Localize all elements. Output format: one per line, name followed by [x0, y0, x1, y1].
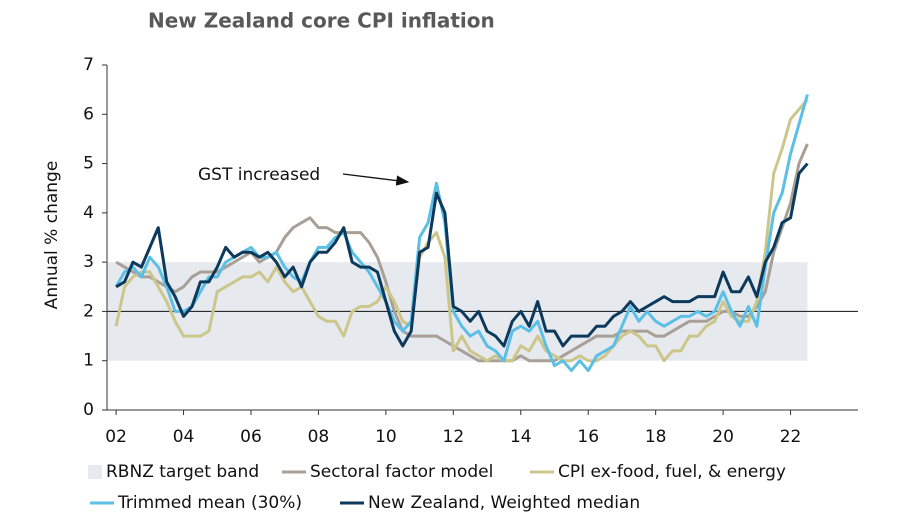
annotation-arrow: [342, 173, 410, 186]
y-tick-label: 6: [83, 104, 94, 124]
series-line: [115, 143, 809, 363]
legend-label: Trimmed mean (30%): [117, 493, 302, 513]
y-tick-label: 5: [83, 154, 94, 174]
x-tick-label: 22: [780, 427, 802, 447]
x-tick-label: 10: [375, 427, 397, 447]
y-tick-label: 1: [83, 351, 94, 371]
y-tick-label: 2: [83, 301, 94, 321]
x-tick-label: 18: [645, 427, 667, 447]
x-tick-label: 06: [240, 427, 262, 447]
x-tick-label: 12: [443, 427, 465, 447]
legend-label: New Zealand, Weighted median: [368, 493, 640, 513]
x-tick-label: 04: [173, 427, 195, 447]
chart-title: New Zealand core CPI inflation: [148, 9, 495, 33]
series-line: [114, 98, 809, 363]
y-axis-label: Annual % change: [42, 161, 62, 310]
legend-label: Sectoral factor model: [310, 462, 493, 482]
series-line: [114, 94, 809, 373]
y-tick-label: 4: [83, 203, 94, 223]
x-tick-label: 20: [712, 427, 734, 447]
y-tick-label: 3: [83, 252, 94, 272]
legend-label: CPI ex-food, fuel, & energy: [558, 462, 786, 482]
x-tick-label: 16: [577, 427, 599, 447]
x-tick-label: 02: [105, 427, 127, 447]
x-tick-label: 14: [510, 427, 532, 447]
x-tick-label: 08: [308, 427, 330, 447]
legend-label: RBNZ target band: [106, 462, 259, 482]
series-line: [115, 162, 809, 348]
annotation: GST increased: [198, 165, 320, 185]
legend-swatch: [88, 465, 102, 479]
y-tick-label: 7: [83, 55, 94, 75]
y-tick-label: 0: [83, 400, 94, 420]
